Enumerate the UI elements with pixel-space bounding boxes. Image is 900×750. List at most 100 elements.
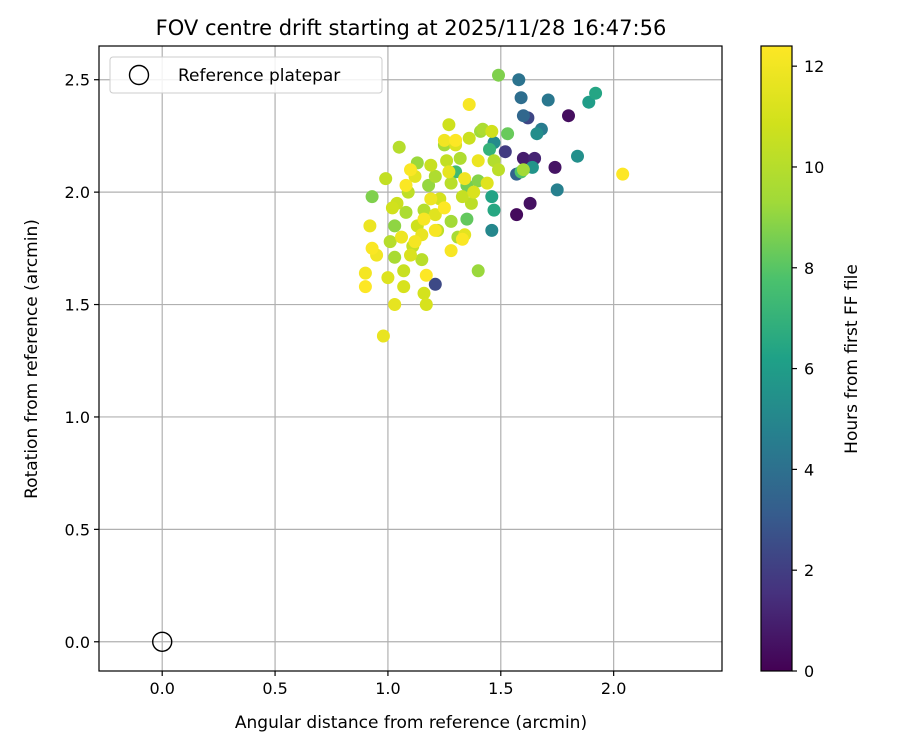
- data-point: [514, 91, 528, 105]
- colorbar: [760, 45, 793, 672]
- data-point: [388, 250, 402, 264]
- data-point: [388, 219, 402, 233]
- data-point: [419, 298, 433, 311]
- data-point: [460, 212, 474, 226]
- data-point: [437, 133, 451, 147]
- x-tick-label: 2.0: [601, 679, 626, 698]
- data-point: [616, 167, 630, 181]
- data-point: [483, 142, 496, 156]
- data-point: [442, 118, 456, 132]
- data-point: [541, 93, 555, 107]
- y-tick-label: 2.5: [65, 71, 90, 90]
- data-point: [395, 230, 408, 244]
- y-tick-label: 2.0: [65, 183, 90, 202]
- x-axis-ticks: 0.0 0.5 1.0 1.5 2.0: [149, 671, 626, 698]
- legend: Reference platepar: [109, 56, 383, 94]
- colorbar-tick-label: 8: [804, 259, 814, 278]
- plot-frame: [98, 45, 723, 672]
- data-point: [455, 190, 469, 204]
- colorbar-tick-label: 4: [804, 460, 814, 479]
- data-point: [487, 203, 501, 217]
- data-point: [453, 151, 467, 165]
- reference-marker: [152, 631, 173, 652]
- data-point: [404, 248, 417, 262]
- y-axis-ticks: 0.0 0.5 1.0 1.5 2.0 2.5: [65, 71, 99, 652]
- x-axis-label: Angular distance from reference (arcmin): [235, 713, 587, 733]
- data-point: [392, 140, 406, 154]
- data-point: [399, 205, 413, 219]
- data-point: [498, 145, 512, 159]
- data-point: [516, 163, 530, 177]
- data-point: [376, 329, 390, 343]
- legend-marker: [128, 64, 150, 86]
- data-point: [562, 109, 575, 123]
- data-point: [501, 127, 515, 141]
- colorbar-label: Hours from first FF file: [842, 264, 862, 454]
- data-point: [358, 266, 372, 280]
- data-point: [530, 127, 544, 141]
- x-tick-label: 1.0: [375, 679, 400, 698]
- data-point: [399, 178, 413, 192]
- data-point: [516, 151, 530, 165]
- data-point: [428, 169, 442, 183]
- data-point: [458, 172, 472, 186]
- legend-box: [109, 56, 383, 94]
- grid-lines: [99, 46, 722, 671]
- data-point: [379, 172, 393, 186]
- data-point: [388, 298, 402, 311]
- data-point: [419, 268, 433, 282]
- data-point: [492, 68, 505, 82]
- y-axis-label: Rotation from reference (arcmin): [22, 219, 42, 499]
- data-point: [455, 232, 469, 246]
- data-point: [422, 178, 436, 192]
- data-point: [428, 277, 442, 291]
- data-point: [444, 244, 458, 258]
- data-point: [512, 73, 526, 87]
- data-point: [550, 183, 564, 197]
- data-point: [437, 201, 451, 215]
- colorbar-tick-label: 0: [804, 662, 814, 681]
- data-point: [424, 192, 438, 206]
- data-point: [444, 214, 458, 228]
- data-point: [385, 201, 399, 215]
- data-point: [485, 190, 499, 204]
- chart-title: FOV centre drift starting at 2025/11/28 …: [156, 16, 667, 40]
- data-point: [516, 109, 530, 123]
- data-point: [383, 235, 397, 249]
- data-point: [404, 163, 417, 177]
- colorbar-tick-label: 2: [804, 561, 814, 580]
- data-point: [471, 264, 485, 278]
- colorbar-tick-label: 12: [804, 57, 824, 76]
- data-point: [449, 133, 463, 147]
- data-point: [440, 154, 454, 168]
- colorbar-ticks: 0 2 4 6 8 10 12: [792, 57, 824, 681]
- data-point: [510, 208, 524, 222]
- data-point: [480, 176, 494, 190]
- data-point: [471, 154, 485, 168]
- data-point: [467, 185, 481, 199]
- data-point: [417, 286, 431, 300]
- data-point: [548, 160, 562, 174]
- data-point: [442, 165, 456, 179]
- data-point: [485, 223, 499, 237]
- reference-point: [152, 631, 173, 652]
- x-tick-label: 0.5: [262, 679, 287, 698]
- data-point: [428, 223, 442, 237]
- colorbar-tick-label: 10: [804, 158, 824, 177]
- data-point: [444, 176, 458, 190]
- data-point: [589, 86, 603, 100]
- data-point: [462, 98, 476, 111]
- data-point: [485, 124, 499, 138]
- data-point: [523, 196, 537, 210]
- data-points: [358, 68, 630, 343]
- data-point: [363, 219, 377, 233]
- data-point: [365, 190, 379, 204]
- legend-label: Reference platepar: [178, 66, 340, 86]
- data-point: [428, 208, 442, 222]
- data-point: [462, 131, 476, 145]
- data-point: [464, 196, 478, 210]
- data-point: [365, 241, 379, 255]
- data-point: [415, 253, 429, 267]
- data-point: [397, 280, 411, 294]
